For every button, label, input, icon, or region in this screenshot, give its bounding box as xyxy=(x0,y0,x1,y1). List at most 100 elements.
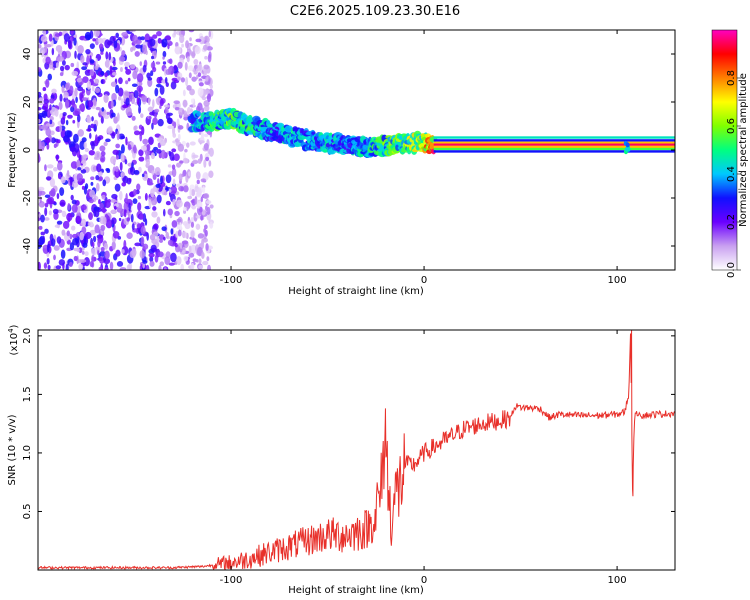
spectrogram-noise-mark xyxy=(102,216,107,226)
spectrogram-noise-mark xyxy=(91,241,95,248)
spectrogram-noise-mark xyxy=(66,213,73,222)
spectrogram-noise-mark xyxy=(151,211,158,218)
spectrogram-noise-mark xyxy=(76,77,82,83)
spectrogram-noise-mark xyxy=(110,81,117,87)
spectrogram-noise-mark xyxy=(171,164,176,170)
spectrogram-noise-mark xyxy=(147,76,153,81)
spectrogram-noise-mark xyxy=(42,30,47,38)
spectrogram-noise-mark xyxy=(111,209,115,214)
spectrogram-noise-mark xyxy=(162,208,166,217)
spectrogram-noise-mark xyxy=(155,148,162,154)
spectrogram-noise-mark xyxy=(171,220,178,228)
spectrogram-noise-mark xyxy=(100,116,104,124)
spectrogram-noise-mark xyxy=(132,188,137,196)
spectrogram-noise-mark xyxy=(200,196,203,203)
spectrogram-noise-mark xyxy=(201,209,206,216)
spectrogram-noise-mark xyxy=(60,249,66,259)
spectrogram-noise-mark xyxy=(138,105,142,114)
spectrogram-axis-ticks: -100 0 100 -40 -20 0 20 40 xyxy=(22,30,675,286)
spectrogram-noise-mark xyxy=(120,135,126,140)
snr-y-tick-label: 1.5 xyxy=(22,386,33,402)
spectrogram-noise-mark xyxy=(182,221,188,226)
spectrogram-noise-mark xyxy=(189,37,192,42)
spectrogram-noise-mark xyxy=(96,163,102,173)
spectrogram-noise-mark xyxy=(81,250,85,255)
spectrogram-noise-mark xyxy=(73,133,79,143)
spectrogram-noise-mark xyxy=(136,183,141,191)
spectrogram-noise-mark xyxy=(82,178,85,184)
spectrogram-noise-mark xyxy=(108,52,112,61)
spectrogram-noise-mark xyxy=(177,229,182,237)
spectrogram-noise-mark xyxy=(142,243,149,250)
snr-axis-ticks: -100 0 100 0.5 1.0 1.5 2.0 xyxy=(22,328,675,586)
spectrogram-noise-mark xyxy=(167,43,170,50)
spectrogram-noise-mark xyxy=(72,237,79,246)
spectrogram-noise-mark xyxy=(179,222,182,231)
spectrogram-tone-band xyxy=(433,143,675,146)
spectrogram-y-tick-label: 0 xyxy=(22,147,33,153)
spectrogram-noise-mark xyxy=(177,61,183,69)
spectrogram-noise-mark xyxy=(159,140,166,146)
spectrogram-noise-mark xyxy=(167,164,172,168)
spectrogram-noise-mark xyxy=(112,231,120,239)
spectrogram-noise-mark xyxy=(183,255,189,262)
spectrogram-noise-mark xyxy=(38,43,42,49)
spectrogram-noise-mark xyxy=(65,263,69,270)
spectrogram-noise-mark xyxy=(88,198,94,204)
spectrogram-noise-mark xyxy=(140,145,147,151)
spectrogram-tone-band xyxy=(433,147,675,151)
spectrogram-noise-mark xyxy=(170,185,177,194)
spectrogram-noise-mark xyxy=(142,64,147,73)
colorbar-label: Normalized spectral amplitude xyxy=(738,73,749,227)
spectrogram-noise-mark xyxy=(49,119,53,125)
spectrogram-noise-mark xyxy=(160,149,166,160)
spectrogram-noise-mark xyxy=(134,242,142,247)
spectrogram-noise-mark xyxy=(168,58,173,65)
spectrogram-noise-mark xyxy=(130,46,134,53)
spectrogram-noise-mark xyxy=(162,61,167,65)
spectrogram-noise-mark xyxy=(47,73,53,81)
spectrogram-noise-mark xyxy=(110,99,114,109)
spectrogram-noise-mark xyxy=(98,266,103,270)
spectrogram-noise-mark xyxy=(190,262,195,270)
snr-panel: -100 0 100 0.5 1.0 1.5 2.0 Height of straight … xyxy=(7,324,676,596)
spectrogram-noise-mark xyxy=(150,55,155,60)
spectrogram-noise-mark xyxy=(67,203,71,211)
spectrogram-noise-mark xyxy=(44,207,48,217)
spectrogram-noise-mark xyxy=(53,167,58,172)
spectrogram-noise-mark xyxy=(55,154,59,162)
spectrogram-noise-mark xyxy=(159,261,165,267)
spectrogram-noise-mark xyxy=(123,239,127,250)
spectrogram-noise-mark xyxy=(138,149,144,157)
spectrogram-noise-mark xyxy=(183,185,189,193)
spectrogram-noise-mark xyxy=(195,223,201,230)
spectrogram-noise-mark xyxy=(86,128,92,132)
spectrogram-noise-mark xyxy=(89,229,97,236)
spectrogram-noise-mark xyxy=(127,77,131,82)
spectrogram-noise-mark xyxy=(56,139,61,144)
spectrogram-noise-mark xyxy=(88,212,93,221)
spectrogram-noise-mark xyxy=(42,102,49,110)
spectrogram-noise-mark xyxy=(44,44,48,54)
spectrogram-noise-mark xyxy=(97,240,101,248)
spectrogram-noise-mark xyxy=(147,106,154,113)
spectrogram-noise-mark xyxy=(201,96,207,101)
spectrogram-noise-mark xyxy=(99,155,106,163)
spectrogram-noise-mark xyxy=(104,267,109,270)
spectrogram-noise-mark xyxy=(190,221,195,228)
spectrogram-noise-mark xyxy=(154,108,160,113)
spectrogram-noise-mark xyxy=(178,173,183,182)
spectrogram-noise-mark xyxy=(100,150,106,157)
spectrogram-noise-mark xyxy=(150,70,154,77)
spectrogram-noise-mark xyxy=(133,170,140,175)
spectrogram-noise-mark xyxy=(151,201,156,206)
spectrogram-noise-mark xyxy=(91,255,95,264)
spectrogram-noise-mark xyxy=(86,116,92,124)
colorbar-gradient xyxy=(711,29,738,271)
spectrogram-noise-mark xyxy=(207,264,212,270)
spectrogram-tone-band xyxy=(433,136,675,139)
spectrogram-noise-mark xyxy=(99,145,106,152)
spectrogram-noise-mark xyxy=(73,143,80,153)
spectrogram-noise-mark xyxy=(59,124,63,133)
spectrogram-noise-mark xyxy=(45,56,51,65)
